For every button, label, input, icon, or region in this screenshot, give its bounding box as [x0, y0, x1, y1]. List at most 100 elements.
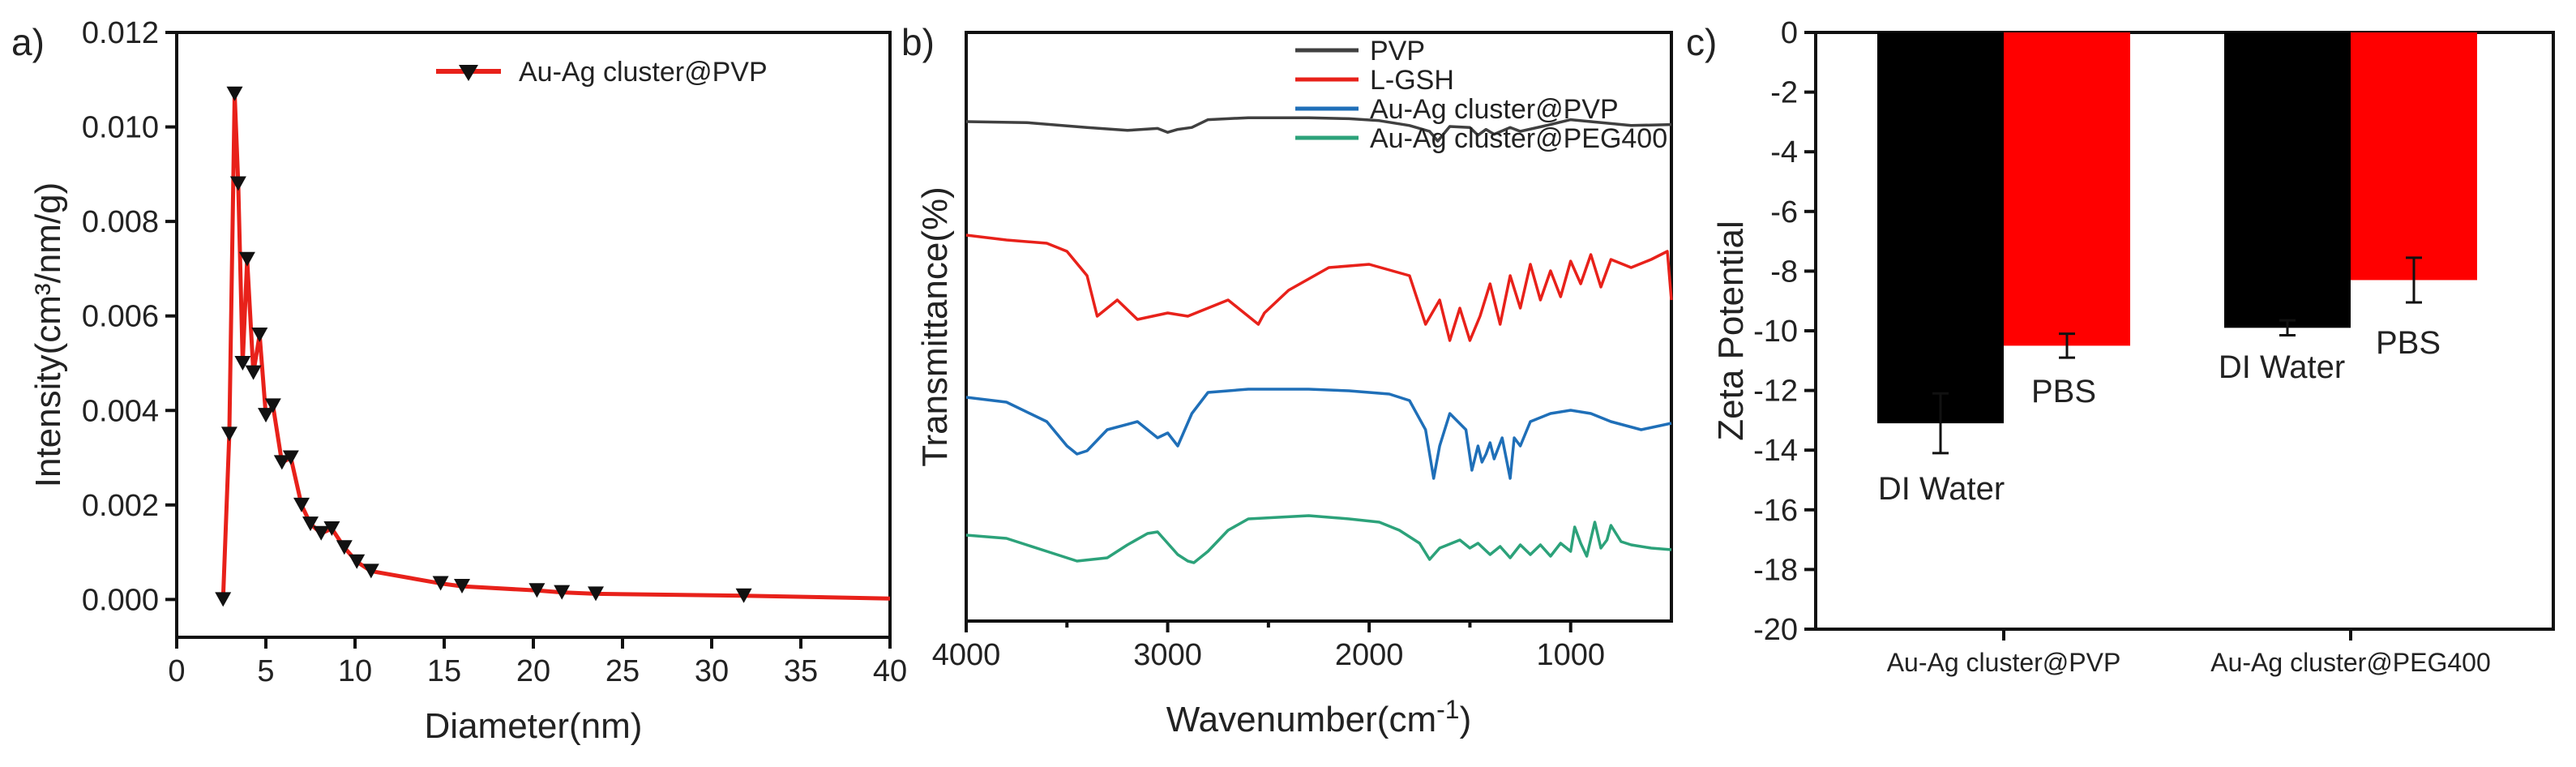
panel-a-data-point	[323, 521, 340, 536]
panel-a-y-axis-title: Intensity(cm³/nm/g)	[28, 182, 68, 488]
panel-b-x-tick-label: 2000	[1335, 638, 1404, 672]
panel-a-legend-marker	[459, 65, 478, 81]
panel-a-data-point	[220, 426, 237, 442]
panel-a-data-point	[234, 355, 251, 371]
panel-a-y-tick-label: 0.000	[82, 583, 159, 617]
panel-c-y-tick-label: -8	[1770, 255, 1798, 289]
panel-c-y-ticks: 0 -2 -4 -6 -8 -10 -12 -14 -16 -18 -20	[1753, 16, 1816, 647]
panel-a-data-point	[454, 579, 470, 594]
annotation-pvp-pbs: PBS	[2031, 374, 2096, 409]
panel-c-y-tick-label: -4	[1770, 135, 1798, 169]
panel-b-spectrum-au-ag-cluster-pvp	[965, 388, 1672, 480]
panel-a-plot-frame	[175, 31, 892, 639]
panel-c-chart: c) 0 -2 -4 -6 -8 -10 -12 -14 -16 -18 -20 Au-Ag clu…	[1686, 16, 2555, 677]
panel-b-letter: b)	[901, 21, 935, 63]
panel-a-data-point	[528, 583, 546, 598]
panel-c-y-tick-label: -20	[1753, 613, 1798, 647]
panel-a-y-tick-label: 0.010	[82, 111, 159, 145]
panel-a-y-tick-label: 0.008	[82, 205, 159, 239]
panel-a-data-point	[313, 525, 330, 541]
panel-a-data-point	[349, 554, 366, 569]
panel-c-y-tick-label: -18	[1753, 553, 1798, 587]
annotation-pvp-di-water: DI Water	[1878, 471, 2005, 507]
panel-c-y-tick-label: -16	[1753, 494, 1798, 528]
panel-a-data-point	[282, 450, 299, 465]
panel-a-data-point	[432, 576, 449, 591]
panel-c-y-tick-label: -10	[1753, 315, 1798, 349]
panel-a-chart: a) 0.000 0.002 0.004 0.006 0.008 0.010 0.012 0…	[11, 16, 907, 746]
panel-a-data-point	[336, 540, 353, 555]
panel-b-x-tick-label: 3000	[1133, 638, 1202, 672]
panel-b-legend-label: Au-Ag cluster@PEG400	[1370, 123, 1667, 154]
panel-c-y-tick-label: -12	[1753, 375, 1798, 409]
annotation-peg-pbs: PBS	[2376, 325, 2441, 361]
panel-c-y-tick-label: -2	[1770, 76, 1798, 110]
panel-c-letter: c)	[1686, 21, 1717, 63]
panel-a-x-tick-label: 35	[784, 654, 818, 688]
panel-a-y-ticks: 0.000 0.002 0.004 0.006 0.008 0.010 0.012	[82, 16, 177, 617]
panel-a-data-point	[238, 251, 255, 267]
panel-a-data-point	[293, 497, 310, 512]
panel-a-x-tick-label: 0	[168, 654, 185, 688]
panel-a-x-axis-title: Diameter(nm)	[425, 706, 643, 746]
panel-b-x-axis-title-sup: -1	[1436, 695, 1459, 724]
panel-a-data-point	[302, 516, 319, 532]
panel-a-legend: Au-Ag cluster@PVP	[436, 57, 768, 88]
panel-a-data-point	[215, 592, 232, 607]
panel-a-data-point	[229, 176, 246, 191]
panel-a-data-point	[251, 328, 268, 342]
panel-a-x-tick-label: 25	[605, 654, 640, 688]
panel-b-x-tick-label: 4000	[932, 638, 1001, 672]
panel-a-data-point	[362, 563, 379, 579]
panel-a-y-tick-label: 0.004	[82, 394, 159, 428]
panel-c-category-label: Au-Ag cluster@PVP	[1887, 648, 2121, 677]
panel-b-x-axis-title-main: Wavenumber(cm	[1166, 700, 1436, 739]
panel-a-data-point	[245, 365, 262, 380]
panel-a-series	[215, 86, 891, 607]
panel-a-data-point	[226, 86, 243, 101]
panel-c-y-axis-title: Zeta Potential	[1711, 221, 1751, 441]
panel-b-legend-label: PVP	[1370, 36, 1425, 66]
panel-a-data-point	[735, 588, 752, 603]
panel-a-data-point	[264, 398, 281, 413]
panel-c-y-tick-label: -6	[1770, 195, 1798, 229]
panel-a-data-point	[273, 455, 290, 470]
annotation-peg-di-water: DI Water	[2219, 349, 2345, 385]
panel-c-bars	[1877, 32, 2477, 455]
panel-c-category-labels: Au-Ag cluster@PVP Au-Ag cluster@PEG400	[1887, 629, 2491, 677]
panel-a-x-tick-label: 20	[516, 654, 550, 688]
panel-a-x-tick-label: 30	[695, 654, 729, 688]
panel-a-y-tick-label: 0.006	[82, 300, 159, 334]
panel-b-x-axis-title: Wavenumber(cm-1)	[1166, 695, 1471, 739]
panel-b-y-axis-title: Transmittance(%)	[915, 186, 955, 467]
panel-c-category-label: Au-Ag cluster@PEG400	[2210, 648, 2491, 677]
panel-a-x-ticks: 0 5 10 15 20 25 30 35 40	[168, 637, 907, 688]
panel-a-x-tick-label: 40	[873, 654, 907, 688]
panel-a-series-line	[220, 92, 891, 601]
panel-b-x-axis-title-close: )	[1460, 700, 1472, 739]
panel-b-x-ticks: 4000 3000 2000 1000	[932, 621, 1605, 672]
panel-b-x-tick-label: 1000	[1536, 638, 1605, 672]
panel-c-y-tick-label: 0	[1781, 16, 1798, 50]
panel-a-data-point	[554, 585, 571, 600]
panel-c-bar	[1877, 32, 2004, 424]
panel-a-x-tick-label: 15	[427, 654, 461, 688]
panel-a-data-point	[258, 408, 274, 423]
panel-b-spectrum-au-ag-cluster-peg400	[965, 514, 1672, 564]
panel-b-plot-frame	[965, 31, 1673, 623]
panel-a-y-tick-label: 0.002	[82, 489, 159, 523]
panel-a-data-point	[588, 586, 604, 602]
panel-b-spectrum-l-gsh	[965, 234, 1673, 342]
panel-b-spectrum-pvp	[965, 116, 1672, 143]
panel-a-letter: a)	[11, 21, 45, 63]
panel-a-x-tick-label: 10	[338, 654, 372, 688]
panel-b-legend-label: Au-Ag cluster@PVP	[1370, 94, 1619, 125]
panel-c-bar	[2351, 32, 2477, 281]
panel-a-y-tick-label: 0.012	[82, 16, 159, 50]
panel-a-legend-label: Au-Ag cluster@PVP	[519, 57, 768, 88]
panel-c-bar	[2004, 32, 2130, 346]
panel-c-y-tick-label: -14	[1753, 434, 1798, 468]
